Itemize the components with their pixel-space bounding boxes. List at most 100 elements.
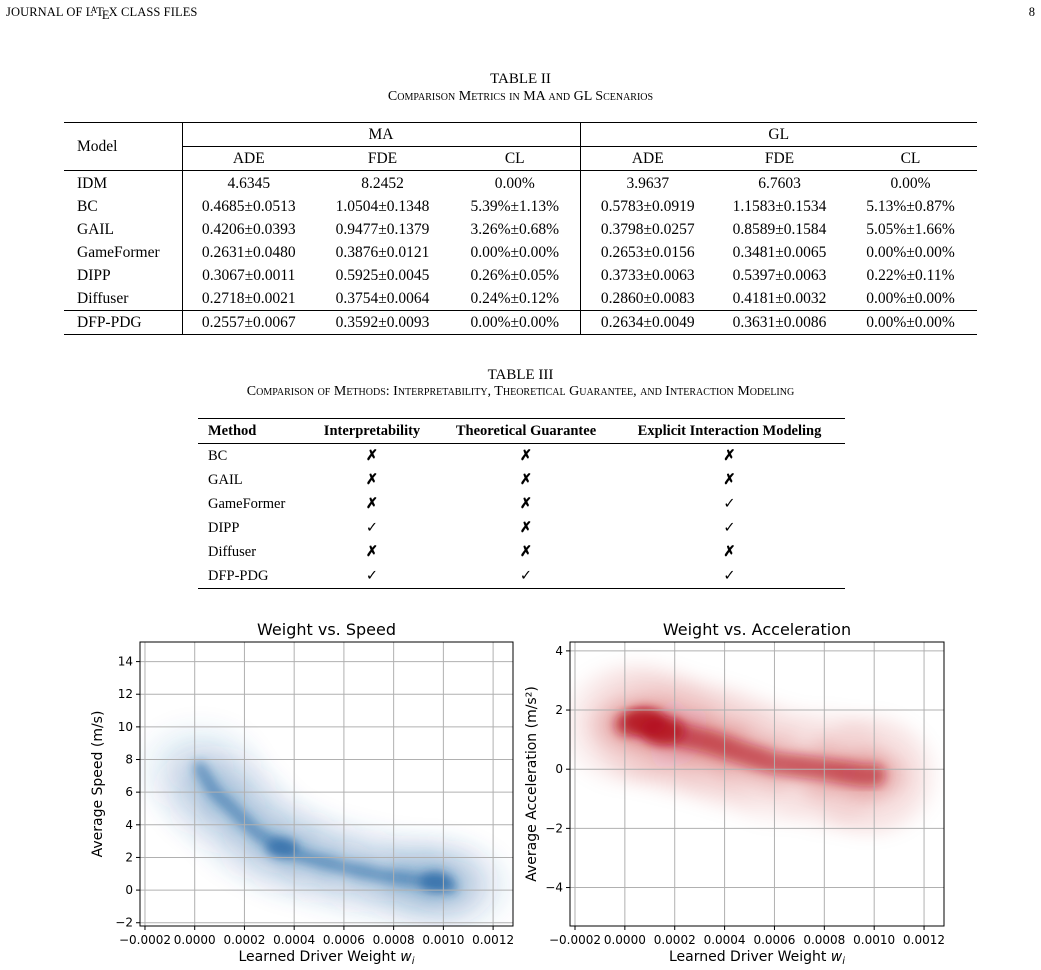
latex-a: A bbox=[90, 5, 98, 15]
table-row: Diffuser 0.2718±0.0021 0.3754±0.0064 0.24%±… bbox=[64, 287, 977, 311]
cross-icon: ✗ bbox=[519, 447, 533, 464]
model-name: GAIL bbox=[64, 218, 183, 241]
y-tick-label: −4 bbox=[545, 881, 563, 895]
acceleration-density-plot: −0.0002 0.0000 0.0002 0.0004 0.0006 0.0008 0.0… bbox=[524, 620, 945, 967]
table-cell: 3.9637 bbox=[626, 174, 670, 192]
table3-header: Method bbox=[208, 422, 257, 439]
table-row: BC ✗ ✗ ✗ bbox=[198, 444, 845, 469]
check-icon: ✓ bbox=[365, 519, 379, 536]
table-row-final: DFP-PDG 0.2557±0.0067 0.3592±0.0093 0.00… bbox=[64, 310, 977, 335]
table-row: DFP-PDG ✓ ✓ ✓ bbox=[198, 564, 845, 589]
check-icon: ✓ bbox=[723, 567, 736, 584]
x-axis-label: Learned Driver Weight wi bbox=[238, 949, 414, 967]
table-cell: 0.2557±0.0067 bbox=[182, 310, 315, 335]
group-header-gl: GL bbox=[580, 122, 977, 147]
table-cell: 0.00% bbox=[450, 170, 581, 195]
table-cell: 0.5925±0.0045 bbox=[335, 266, 430, 284]
y-tick-label: 12 bbox=[118, 687, 133, 701]
x-tick-label: 0.0010 bbox=[422, 933, 464, 947]
latex-t: T bbox=[96, 5, 104, 19]
metric-header: ADE bbox=[182, 146, 315, 171]
cross-icon: ✗ bbox=[365, 543, 379, 560]
table-row: Diffuser ✗ ✗ ✗ bbox=[198, 540, 845, 564]
model-header: Model bbox=[64, 122, 183, 171]
metric-header: CL bbox=[450, 146, 581, 171]
method-name: Diffuser bbox=[208, 543, 257, 560]
table-cell: 0.2718±0.0021 bbox=[201, 289, 296, 307]
table2-subtitle: Comparison Metrics in MA and GL Scenario… bbox=[387, 89, 654, 104]
table-cell: 1.0504±0.1348 bbox=[335, 197, 430, 215]
table-cell: 0.26%±0.05% bbox=[450, 264, 581, 287]
y-tick-label: 4 bbox=[555, 644, 563, 658]
table-cell: 0.3481±0.0065 bbox=[732, 243, 827, 261]
table-cell: 0.9477±0.1379 bbox=[335, 220, 430, 238]
model-name: GameFormer bbox=[64, 241, 183, 264]
table-cell: 0.3733±0.0063 bbox=[600, 266, 695, 284]
x-tick-label: 0.0002 bbox=[223, 933, 265, 947]
x-tick-label: 0.0008 bbox=[373, 933, 415, 947]
model-name: DIPP bbox=[64, 264, 183, 287]
table-row: GAIL ✗ ✗ ✗ bbox=[198, 468, 845, 492]
x-tick-label: 0.0002 bbox=[654, 933, 696, 947]
cross-icon: ✗ bbox=[519, 471, 533, 488]
table-cell: 0.4206±0.0393 bbox=[201, 220, 296, 238]
table-cell: 0.00%±0.00% bbox=[450, 241, 581, 264]
metric-header: FDE bbox=[715, 146, 844, 171]
table-cell: 5.05%±1.66% bbox=[866, 220, 955, 238]
cross-icon: ✗ bbox=[519, 495, 533, 512]
table-cell: 6.7603 bbox=[758, 174, 801, 192]
table-cell: 0.2631±0.0480 bbox=[201, 243, 296, 261]
cross-icon: ✗ bbox=[365, 447, 379, 464]
table-cell: 8.2452 bbox=[361, 174, 404, 192]
table-cell: 0.5783±0.0919 bbox=[600, 197, 695, 215]
table-cell: 0.00% bbox=[890, 174, 931, 192]
table3-subtitle: Comparison of Methods: Interpretability,… bbox=[246, 384, 795, 399]
x-tick-label: −0.0002 bbox=[549, 933, 601, 947]
table-row: DIPP ✓ ✗ ✓ bbox=[198, 516, 845, 540]
method-name: GAIL bbox=[208, 471, 243, 488]
y-tick-label: 14 bbox=[118, 655, 133, 669]
table3-header: Interpretability bbox=[323, 422, 421, 439]
y-tick-label: −2 bbox=[115, 916, 133, 930]
table3-header: Theoretical Guarantee bbox=[455, 422, 597, 439]
table-row: IDM 4.6345 8.2452 0.00% 3.9637 6.7603 0.00% bbox=[64, 170, 977, 195]
check-icon: ✓ bbox=[723, 519, 736, 536]
table-cell: 0.3876±0.0121 bbox=[335, 243, 430, 261]
table-cell: 0.2634±0.0049 bbox=[580, 310, 715, 335]
table-cell: 0.00%±0.00% bbox=[844, 310, 977, 335]
metric-header: CL bbox=[844, 146, 977, 171]
cross-icon: ✗ bbox=[723, 543, 736, 560]
y-tick-label: 8 bbox=[125, 753, 133, 767]
table-cell: 0.3798±0.0257 bbox=[600, 220, 695, 238]
table-cell: 0.2653±0.0156 bbox=[600, 243, 695, 261]
x-tick-label: 0.0006 bbox=[753, 933, 795, 947]
x-tick-label: 0.0012 bbox=[903, 933, 945, 947]
density-cloud bbox=[570, 663, 937, 834]
chart-title: Weight vs. Speed bbox=[257, 620, 396, 639]
y-tick-label: 0 bbox=[555, 762, 563, 776]
model-name: BC bbox=[64, 195, 183, 218]
method-name: GameFormer bbox=[208, 495, 286, 512]
charts-area: −0.0002 0.0000 0.0002 0.0004 0.0006 0.0008 0.0… bbox=[90, 620, 945, 967]
cross-icon: ✗ bbox=[723, 447, 736, 464]
table-cell: 0.3067±0.0011 bbox=[202, 266, 296, 284]
table-cell: 0.3754±0.0064 bbox=[335, 289, 430, 307]
method-name: DIPP bbox=[208, 519, 240, 536]
table-cell: 3.26%±0.68% bbox=[450, 218, 581, 241]
table-cell: 5.39%±1.13% bbox=[450, 195, 581, 218]
x-tick-label: 0.0008 bbox=[803, 933, 845, 947]
x-tick-label: 0.0010 bbox=[853, 933, 895, 947]
model-name: IDM bbox=[64, 170, 183, 195]
table-cell: 0.00%±0.00% bbox=[866, 289, 955, 307]
table-cell: 0.3592±0.0093 bbox=[315, 310, 450, 335]
x-tick-label: 0.0004 bbox=[273, 933, 315, 947]
table-cell: 0.3631±0.0086 bbox=[715, 310, 844, 335]
y-axis-label: Average Acceleration (m/s²) bbox=[524, 686, 540, 882]
y-tick-label: 2 bbox=[125, 850, 133, 864]
table3-header: Explicit Interaction Modeling bbox=[637, 422, 822, 439]
grid bbox=[570, 642, 944, 926]
cross-icon: ✗ bbox=[365, 495, 379, 512]
check-icon: ✓ bbox=[365, 567, 379, 584]
y-tick-label: 0 bbox=[125, 883, 133, 897]
method-name: BC bbox=[208, 447, 228, 464]
